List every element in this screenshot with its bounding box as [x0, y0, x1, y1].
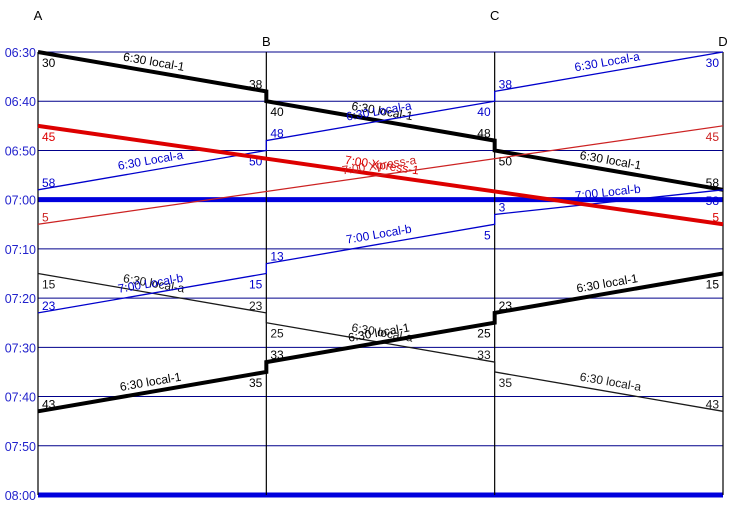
stop-arrival-time-label: 23: [42, 299, 56, 313]
time-tick-label: 08:00: [5, 489, 36, 500]
time-tick-label: 07:40: [5, 391, 36, 405]
train-name-label-local-a: 6:30 Local-a: [117, 148, 185, 173]
time-tick-label: 06:50: [5, 144, 36, 158]
stop-arrival-time-label: 3: [499, 200, 506, 214]
time-tick-label: 06:30: [5, 46, 36, 60]
time-tick-label: 06:40: [5, 95, 36, 109]
stop-arrival-time-label: 23: [249, 299, 263, 313]
stop-arrival-time-label: 43: [706, 397, 720, 411]
stop-departure-time-label: 25: [270, 327, 284, 341]
train-line-local-b: [37, 189, 724, 314]
train-name-label-local-a-return: 6:30 local-a: [579, 370, 643, 394]
train-name-label-local-b: 7:00 Local-b: [345, 222, 413, 247]
stop-arrival-time-label: 43: [42, 397, 56, 411]
stop-departure-time-label: 25: [477, 327, 491, 341]
stop-arrival-time-label: 48: [270, 127, 284, 141]
stop-arrival-time-label: 33: [477, 348, 491, 362]
stop-arrival-time-label: 38: [249, 77, 263, 91]
time-tick-label: 07:10: [5, 243, 36, 257]
stop-departure-time-label: 35: [249, 376, 263, 390]
stop-arrival-time-label: 48: [477, 127, 491, 141]
station-label-A: A: [34, 8, 43, 23]
stop-departure-time-label: 58: [706, 194, 720, 208]
train-name-label-local-a: 6:30 Local-a: [573, 49, 641, 74]
time-tick-label: 07:20: [5, 292, 36, 306]
stop-arrival-time-label: 33: [270, 348, 284, 362]
train-line-local-a: [37, 51, 724, 191]
stop-arrival-time-label: 38: [499, 77, 513, 91]
time-tick-label: 07:50: [5, 440, 36, 454]
stop-arrival-time-label: 23: [499, 299, 513, 313]
stop-departure-time-label: 30: [42, 56, 56, 70]
stop-departure-time-label: 15: [42, 278, 56, 292]
train-line-xpress-a: [37, 125, 724, 225]
stop-departure-time-label: 5: [484, 228, 491, 242]
stop-arrival-time-label: 58: [42, 176, 56, 190]
stop-departure-time-label: 45: [706, 130, 720, 144]
stop-departure-time-label: 15: [249, 278, 263, 292]
station-label-B: B: [262, 34, 271, 49]
train-line-local-1-return: [37, 271, 724, 414]
time-tick-label: 07:30: [5, 341, 36, 355]
station-label-C: C: [490, 8, 499, 23]
stop-departure-time-label: 40: [270, 105, 284, 119]
stop-arrival-time-label: 13: [270, 250, 284, 264]
stop-arrival-time-label: 58: [706, 176, 720, 190]
stop-arrival-time-label: 5: [712, 210, 719, 224]
time-tick-label: 07:00: [5, 194, 36, 208]
stop-arrival-time-label: 5: [42, 210, 49, 224]
stop-departure-time-label: 30: [706, 56, 720, 70]
stop-departure-time-label: 35: [499, 376, 513, 390]
stop-departure-time-label: 45: [42, 130, 56, 144]
station-label-D: D: [718, 34, 727, 49]
stop-departure-time-label: 40: [477, 105, 491, 119]
stop-departure-time-label: 15: [706, 278, 720, 292]
